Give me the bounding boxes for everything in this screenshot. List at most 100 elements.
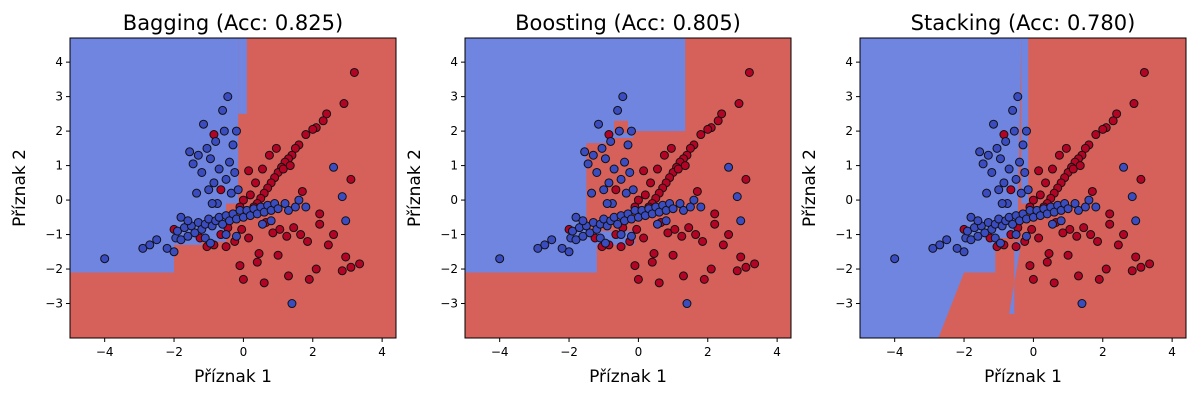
point-class-1	[1041, 178, 1051, 188]
point-class-1	[285, 161, 295, 171]
decision-regions	[465, 38, 791, 338]
y-tick-label: 2	[55, 124, 63, 138]
point-class-1	[649, 249, 659, 259]
point-class-1	[1028, 195, 1038, 205]
point-class-0	[685, 202, 695, 212]
point-class-0	[668, 204, 678, 214]
point-class-0	[1021, 126, 1031, 136]
point-class-1	[315, 209, 325, 219]
point-class-1	[1073, 271, 1083, 281]
y-axis-label: Příznak 2	[10, 149, 30, 227]
point-class-0	[1084, 195, 1094, 205]
point-class-0	[1077, 299, 1087, 309]
point-class-1	[685, 143, 695, 153]
point-class-1	[1080, 143, 1090, 153]
point-class-1	[632, 224, 642, 234]
point-class-1	[1042, 257, 1052, 267]
point-class-1	[1093, 236, 1103, 246]
point-class-1	[1129, 99, 1139, 109]
point-class-0	[223, 92, 233, 102]
point-class-0	[928, 243, 938, 253]
point-class-1	[1131, 252, 1141, 262]
point-class-1	[611, 185, 621, 195]
point-class-1	[692, 186, 702, 196]
point-class-1	[1139, 67, 1149, 77]
point-class-1	[337, 266, 347, 276]
point-class-0	[540, 240, 550, 250]
point-class-0	[211, 136, 221, 146]
point-class-0	[329, 162, 339, 172]
point-class-0	[623, 140, 633, 150]
point-class-1	[734, 99, 744, 109]
point-class-1	[315, 219, 325, 229]
point-class-1	[1035, 190, 1045, 200]
point-class-1	[259, 278, 269, 288]
y-tick-label: 4	[55, 55, 63, 69]
point-class-1	[616, 242, 626, 252]
point-class-0	[301, 202, 311, 212]
y-tick-label: −1	[835, 228, 853, 242]
x-axis-label: Příznak 1	[194, 367, 272, 387]
axes-frame	[69, 37, 397, 339]
point-class-0	[626, 231, 636, 241]
point-class-0	[689, 195, 699, 205]
x-tick-label: 2	[309, 345, 317, 359]
point-class-1	[670, 224, 680, 234]
region-class-0	[238, 38, 247, 114]
point-class-0	[625, 167, 635, 177]
point-class-0	[176, 212, 186, 222]
y-tick-label: 0	[450, 193, 458, 207]
point-class-0	[959, 247, 969, 257]
x-tick-label: 0	[1030, 345, 1038, 359]
point-class-1	[677, 231, 687, 241]
point-class-0	[585, 228, 595, 238]
point-class-0	[190, 228, 200, 238]
region-class-0	[628, 38, 686, 132]
point-class-0	[614, 126, 624, 136]
point-class-0	[199, 119, 209, 129]
point-class-1	[666, 143, 676, 153]
data-points	[495, 67, 760, 309]
point-class-1	[652, 164, 662, 174]
point-class-0	[620, 157, 630, 167]
point-class-1	[717, 109, 727, 119]
point-class-1	[1136, 262, 1146, 272]
point-class-0	[978, 159, 988, 169]
point-class-0	[935, 240, 945, 250]
point-class-0	[983, 150, 993, 160]
point-class-1	[254, 249, 264, 259]
point-class-0	[204, 185, 214, 195]
point-class-1	[713, 116, 723, 126]
point-class-0	[675, 199, 685, 209]
point-class-1	[346, 262, 356, 272]
point-class-1	[349, 67, 359, 77]
point-class-0	[1023, 185, 1033, 195]
point-class-0	[1015, 157, 1025, 167]
point-class-0	[218, 219, 228, 229]
point-class-0	[626, 126, 636, 136]
y-axis-label: Příznak 2	[800, 149, 820, 227]
point-class-1	[1127, 266, 1137, 276]
y-tick-label: 1	[55, 159, 63, 173]
point-class-0	[1013, 92, 1023, 102]
point-class-1	[1058, 228, 1068, 238]
decision-regions	[860, 38, 1186, 338]
point-class-1	[724, 230, 734, 240]
point-class-1	[1079, 223, 1089, 233]
point-class-0	[963, 226, 973, 236]
point-class-1	[668, 250, 678, 260]
point-class-1	[251, 178, 261, 188]
point-class-1	[296, 230, 306, 240]
point-class-1	[1044, 249, 1054, 259]
point-class-0	[661, 216, 671, 226]
point-class-1	[750, 259, 760, 269]
point-class-1	[1047, 164, 1057, 174]
point-class-0	[736, 216, 746, 226]
axes-frame	[464, 37, 792, 339]
point-class-0	[621, 188, 631, 198]
point-class-1	[639, 233, 649, 243]
point-class-1	[1061, 143, 1071, 153]
point-class-0	[613, 219, 623, 229]
point-class-1	[744, 67, 754, 77]
